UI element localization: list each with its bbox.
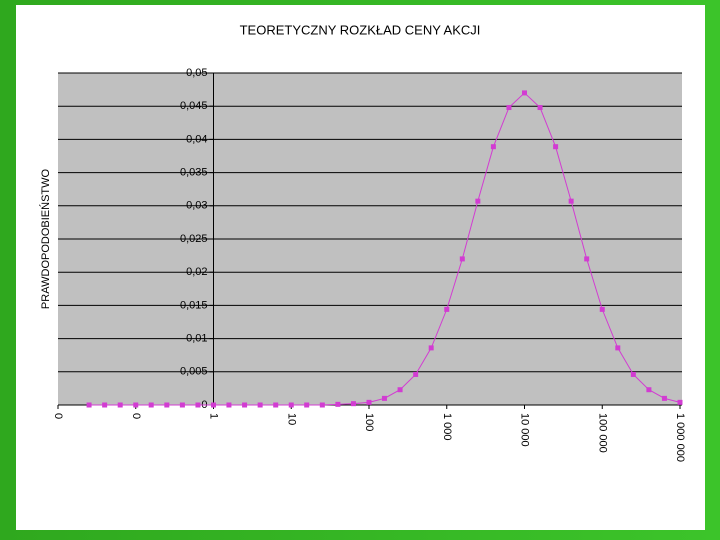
point — [506, 105, 512, 111]
y-tick-label: 0,05 — [186, 67, 207, 79]
x-tick-label: 1 — [208, 413, 220, 419]
x-tick-label: 1 000 — [441, 413, 453, 441]
point — [381, 395, 387, 401]
y-tick-label: 0,015 — [180, 299, 208, 311]
point — [444, 306, 450, 312]
point — [397, 387, 403, 393]
point — [179, 402, 185, 408]
point — [117, 402, 123, 408]
y-tick-label: 0,03 — [186, 200, 207, 212]
x-tick-label: 10 000 — [519, 413, 531, 447]
point — [599, 306, 605, 312]
y-tick-label: 0,035 — [180, 167, 208, 179]
point — [584, 256, 590, 262]
point — [661, 395, 667, 401]
point — [319, 402, 325, 408]
point — [257, 402, 263, 408]
point — [459, 256, 465, 262]
x-tick-label: 0 — [52, 413, 64, 419]
point — [195, 402, 201, 408]
point — [273, 402, 279, 408]
point — [646, 387, 652, 393]
point — [366, 399, 372, 405]
point — [630, 371, 636, 377]
x-tick-label: 100 000 — [596, 413, 608, 453]
point — [304, 402, 310, 408]
point — [288, 402, 294, 408]
point — [86, 402, 92, 408]
chart-title: TEORETYCZNY ROZKŁAD CENY AKCJI — [240, 22, 481, 37]
point — [553, 144, 559, 150]
y-axis-title: PRAWDOPODOBIEŃSTWO — [39, 168, 52, 309]
point — [164, 402, 170, 408]
point — [490, 144, 496, 150]
point — [102, 402, 108, 408]
point — [522, 90, 527, 96]
point — [537, 105, 543, 111]
point — [615, 345, 621, 351]
point — [350, 401, 356, 407]
y-tick-label: 0,04 — [186, 133, 207, 145]
y-tick-label: 0,01 — [186, 333, 207, 345]
point — [677, 399, 683, 405]
y-tick-label: 0,025 — [180, 233, 208, 245]
point — [413, 371, 419, 377]
point — [475, 198, 481, 204]
y-tick-label: 0,045 — [180, 100, 208, 112]
x-tick-label: 10 — [285, 413, 297, 425]
y-tick-label: 0,005 — [180, 366, 208, 378]
x-tick-label: 0 — [130, 413, 142, 419]
point — [568, 198, 574, 204]
point — [133, 402, 139, 408]
point — [335, 401, 341, 407]
point — [226, 402, 232, 408]
point — [242, 402, 248, 408]
y-tick-label: 0,02 — [186, 266, 207, 278]
point — [211, 402, 216, 408]
point — [148, 402, 154, 408]
x-tick-label: 100 — [363, 413, 375, 431]
x-tick-label: 1 000 000 — [674, 413, 686, 462]
point — [428, 345, 434, 351]
